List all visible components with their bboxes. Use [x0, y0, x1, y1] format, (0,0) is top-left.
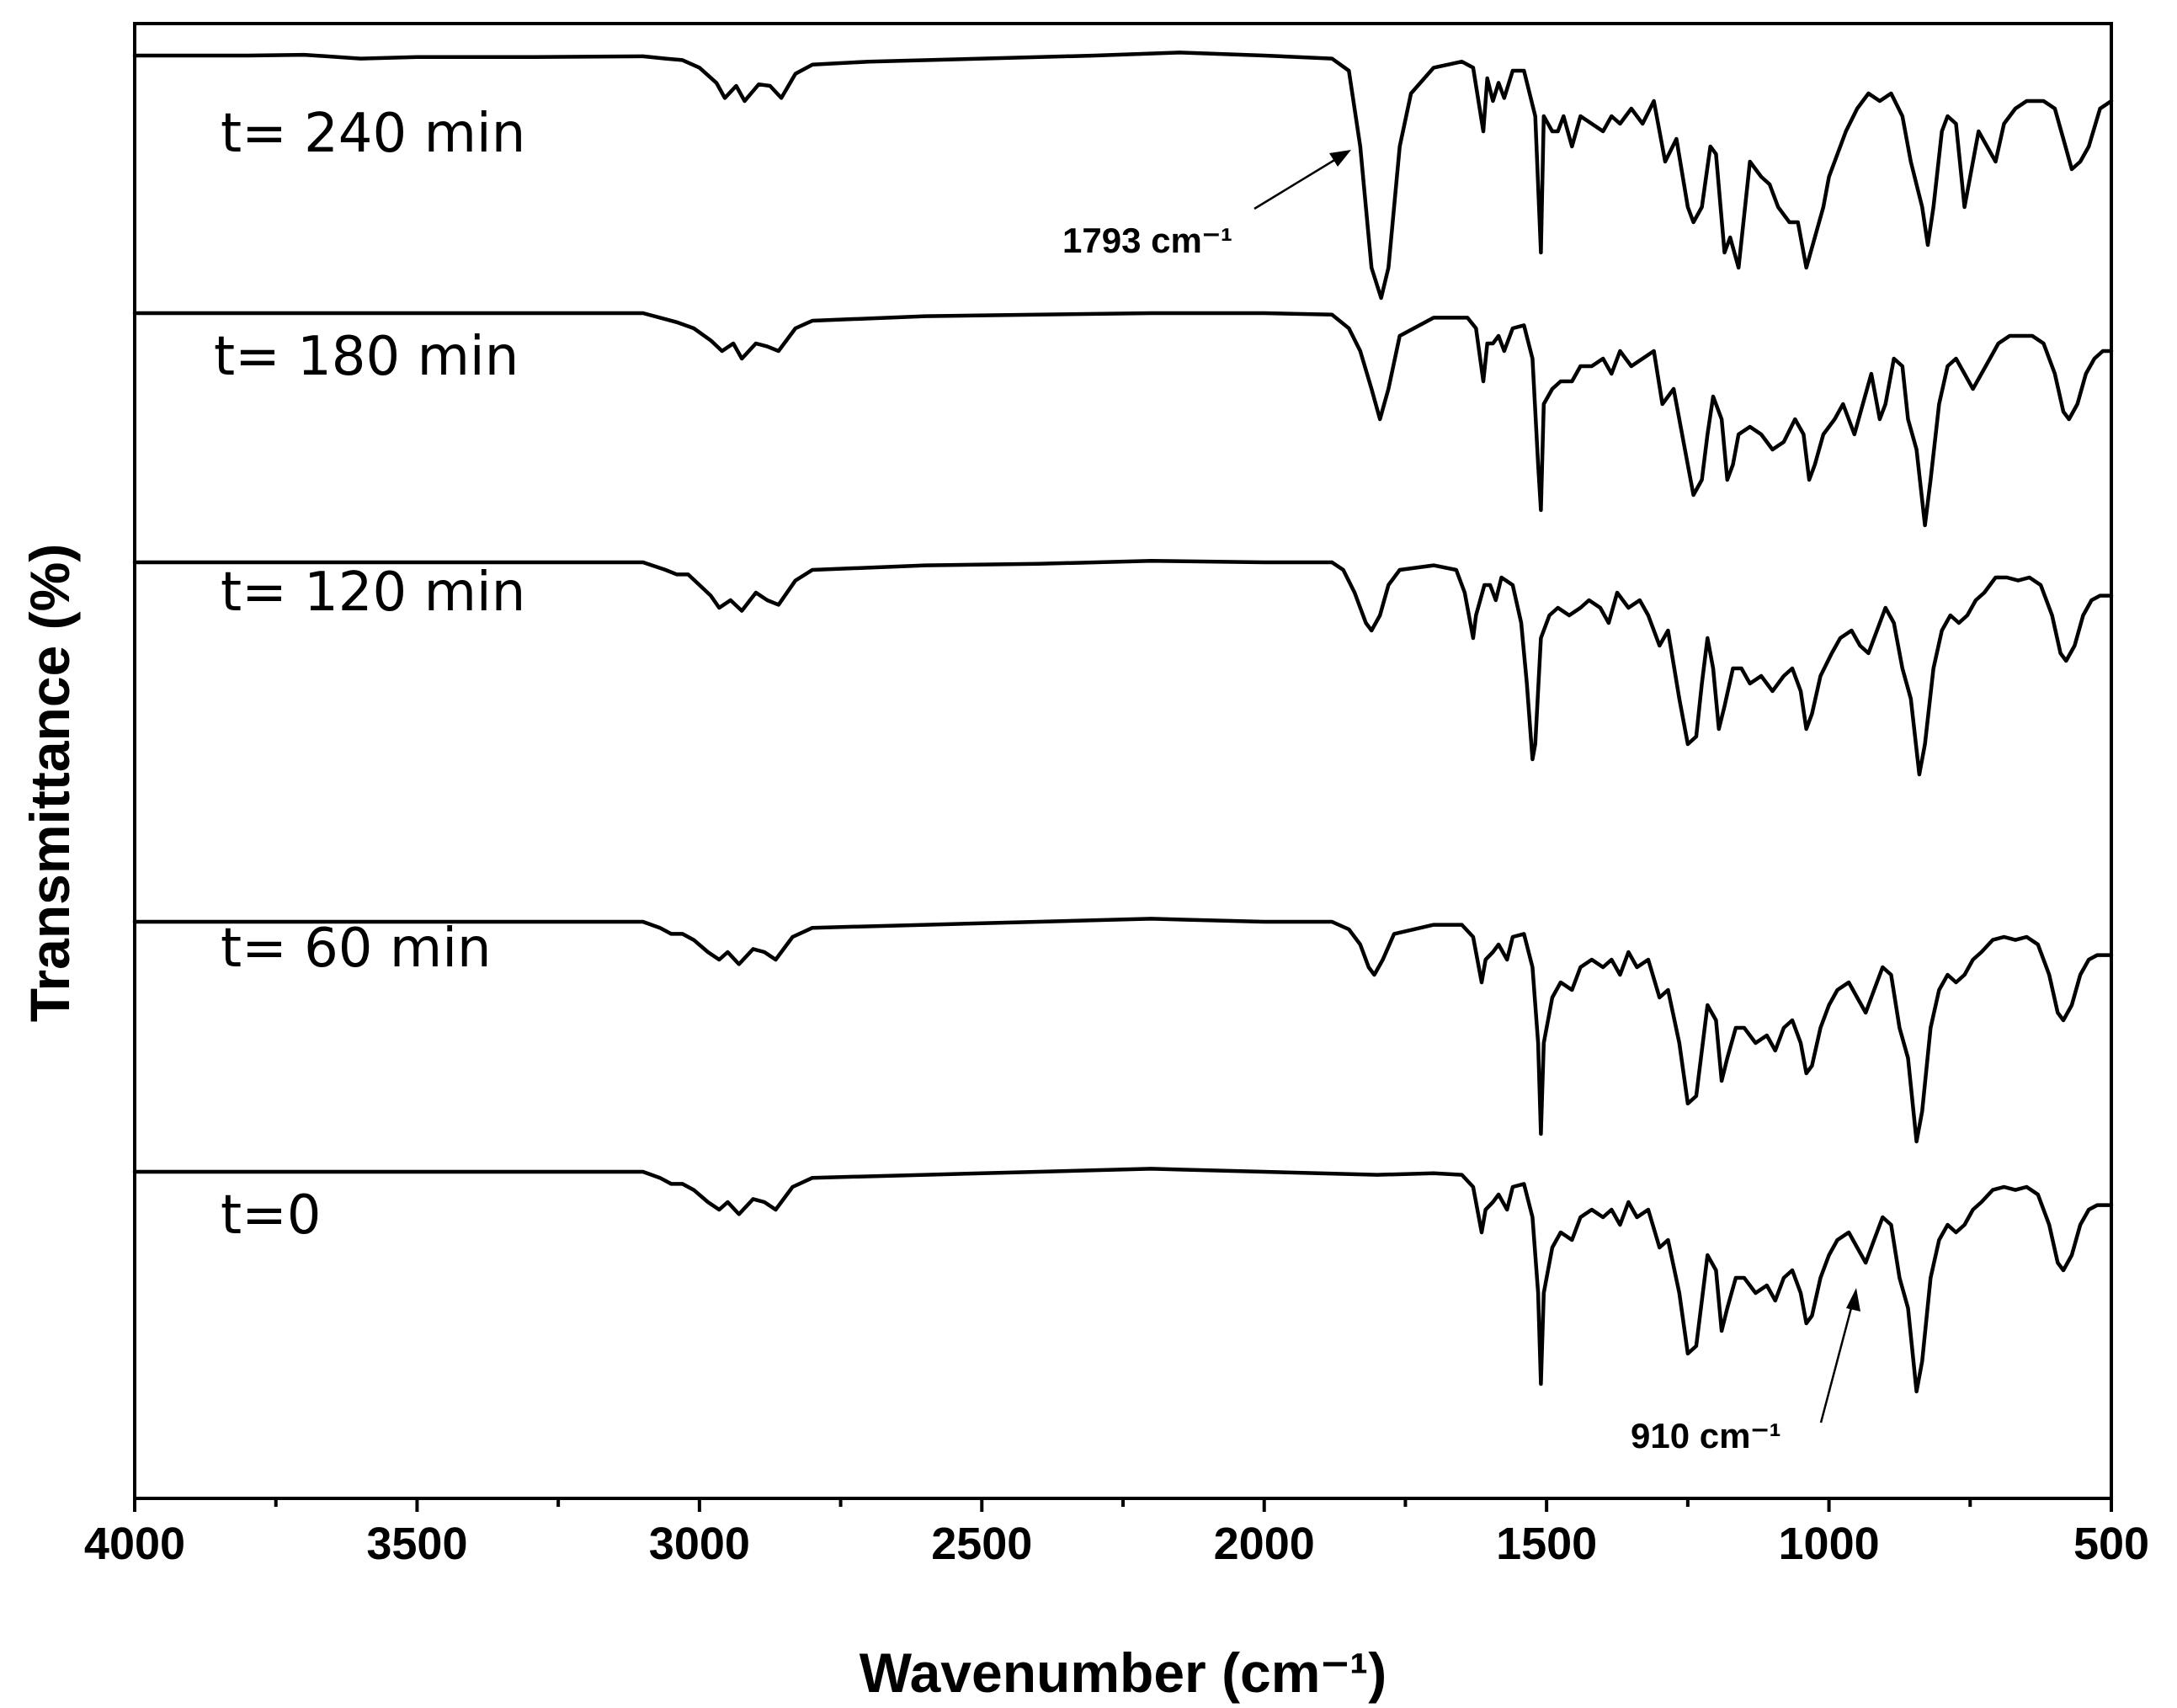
y-axis-title: Transmittance (%): [19, 544, 81, 1022]
trace-label-5: t=0: [221, 1184, 321, 1247]
x-tick-label-group: 4000 3500 3000 2500 2000 1500 1000 500: [84, 1519, 2149, 1569]
trace-label-2: t= 180 min: [214, 326, 519, 388]
trace-4: [132, 917, 2114, 1144]
trace-label-1: t= 240 min: [221, 103, 525, 165]
trace-2: [132, 311, 2114, 528]
x-tick-label: 4000: [84, 1519, 185, 1569]
x-tick-label: 3500: [366, 1519, 467, 1569]
trace-label-3: t= 120 min: [221, 561, 525, 624]
x-tick-label: 3000: [649, 1519, 750, 1569]
annotation-1793: 1793 cm⁻¹: [1062, 150, 1351, 260]
trace-group: [132, 51, 2114, 1394]
trace-label-4: t= 60 min: [221, 918, 492, 980]
trace-label-group: t= 240 min t= 180 min t= 120 min t= 60 min t…: [214, 103, 525, 1247]
x-tick-label: 1500: [1496, 1519, 1597, 1569]
trace-3: [132, 558, 2114, 777]
annotation-910-arrowhead: [1846, 1288, 1860, 1312]
x-tick-label: 2000: [1214, 1519, 1315, 1569]
trace-1: [132, 51, 2114, 301]
x-tick-group: [133, 1498, 2113, 1512]
annotation-1793-arrow: [1254, 155, 1341, 210]
x-tick-label: 1000: [1779, 1519, 1880, 1569]
annotation-910-label: 910 cm⁻¹: [1631, 1416, 1781, 1455]
annotation-1793-label: 1793 cm⁻¹: [1062, 221, 1232, 260]
x-tick-label: 2500: [931, 1519, 1032, 1569]
x-axis-title: Wavenumber (cm⁻¹): [860, 1641, 1387, 1704]
annotation-1793-arrowhead: [1329, 150, 1351, 167]
trace-5: [132, 1167, 2114, 1394]
annotation-910: 910 cm⁻¹: [1631, 1288, 1860, 1455]
x-tick-label: 500: [2073, 1519, 2149, 1569]
annotation-910-arrow: [1819, 1304, 1854, 1423]
